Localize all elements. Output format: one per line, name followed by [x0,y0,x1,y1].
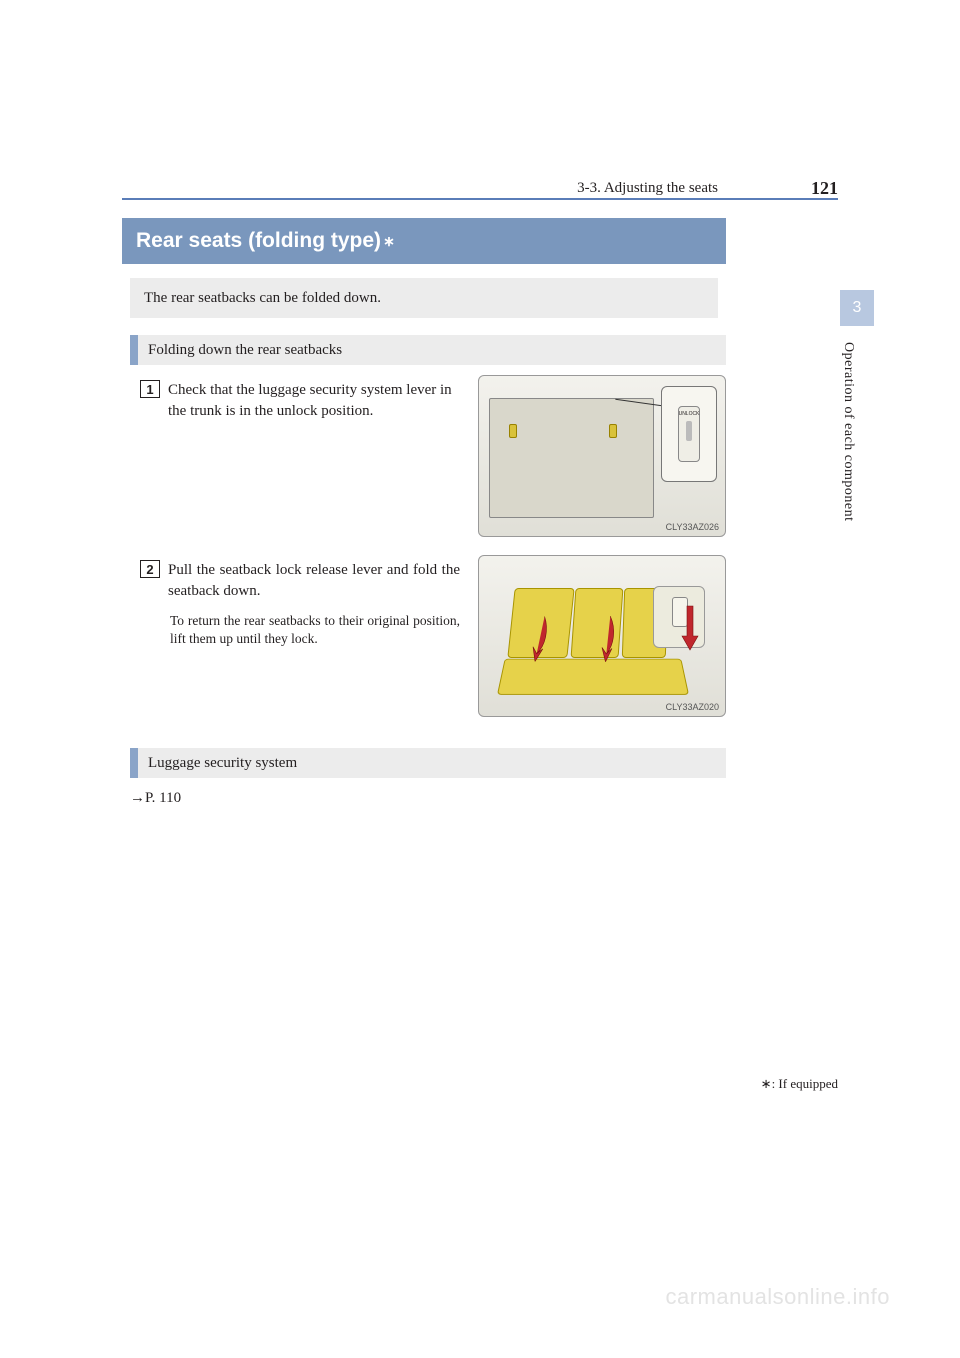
figure-trunk-lever: UNLOCK CLY33AZ026 [478,375,726,537]
step-2-note: To return the rear seatbacks to their or… [170,612,460,648]
cabin-illustration [487,570,719,708]
figure-fold-seatback: CLY33AZ020 [478,555,726,717]
unlock-lever-icon: UNLOCK [678,406,700,462]
trunk-illustration [489,398,654,518]
step-1-number: 1 [140,380,160,398]
watermark: carmanualsonline.info [665,1284,890,1310]
section-title-text: Rear seats (folding type) [136,229,381,253]
chapter-number-tab: 3 [840,290,874,326]
page-number: 121 [811,178,838,199]
trunk-hook-icon [509,424,517,438]
section-label: 3-3. Adjusting the seats [577,180,718,197]
chapter-side-tab: 3 Operation of each component [840,290,874,770]
seat-cushion-icon [497,659,689,695]
figure-2-code: CLY33AZ020 [666,702,719,712]
page-reference-link: →P. 110 [130,790,181,807]
down-arrow-icon [681,604,699,652]
step-1-text: Check that the luggage security system l… [168,380,460,422]
step-2: 2 Pull the seatback lock release lever a… [140,560,460,648]
subhead-luggage-security: Luggage security system [130,748,726,778]
step-1: 1 Check that the luggage security system… [140,380,460,422]
subhead-folding-text: Folding down the rear seatbacks [148,342,342,359]
unlock-lever-label: UNLOCK [679,411,700,417]
section-title-bar: Rear seats (folding type)∗ [122,218,726,264]
subhead-folding: Folding down the rear seatbacks [130,335,726,365]
intro-box: The rear seatbacks can be folded down. [130,278,718,318]
lever-inset: UNLOCK [661,386,717,482]
section-title-superscript: ∗ [383,233,395,250]
step-2-number: 2 [140,560,160,578]
step-2-text: Pull the seatback lock release lever and… [168,560,460,602]
intro-text: The rear seatbacks can be folded down. [144,290,381,307]
figure-1-code: CLY33AZ026 [666,522,719,532]
chapter-label: Operation of each component [840,342,856,522]
footnote-if-equipped: ∗: If equipped [761,1076,838,1092]
lever-slot [686,421,692,441]
subhead-luggage-security-text: Luggage security system [148,755,297,772]
header-rule [122,198,838,200]
trunk-hook-icon [609,424,617,438]
